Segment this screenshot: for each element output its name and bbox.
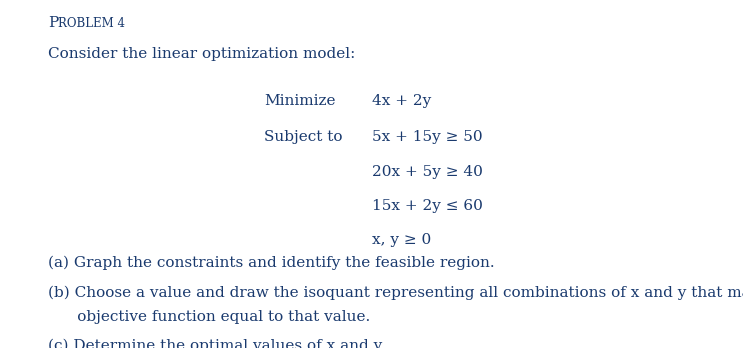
Text: (b) Choose a value and draw the isoquant representing all combinations of x and : (b) Choose a value and draw the isoquant… [48,286,743,300]
Text: 5x + 15y ≥ 50: 5x + 15y ≥ 50 [372,130,482,144]
Text: ROBLEM 4: ROBLEM 4 [58,17,125,30]
Text: Minimize: Minimize [264,94,335,108]
Text: Consider the linear optimization model:: Consider the linear optimization model: [48,47,356,61]
Text: 15x + 2y ≤ 60: 15x + 2y ≤ 60 [372,199,482,213]
Text: 20x + 5y ≥ 40: 20x + 5y ≥ 40 [372,165,482,179]
Text: (c) Determine the optimal values of x and y.: (c) Determine the optimal values of x an… [48,339,386,348]
Text: P: P [48,16,59,30]
Text: Subject to: Subject to [264,130,343,144]
Text: objective function equal to that value.: objective function equal to that value. [48,310,371,324]
Text: x, y ≥ 0: x, y ≥ 0 [372,233,431,247]
Text: 4x + 2y: 4x + 2y [372,94,431,108]
Text: (a) Graph the constraints and identify the feasible region.: (a) Graph the constraints and identify t… [48,255,495,270]
